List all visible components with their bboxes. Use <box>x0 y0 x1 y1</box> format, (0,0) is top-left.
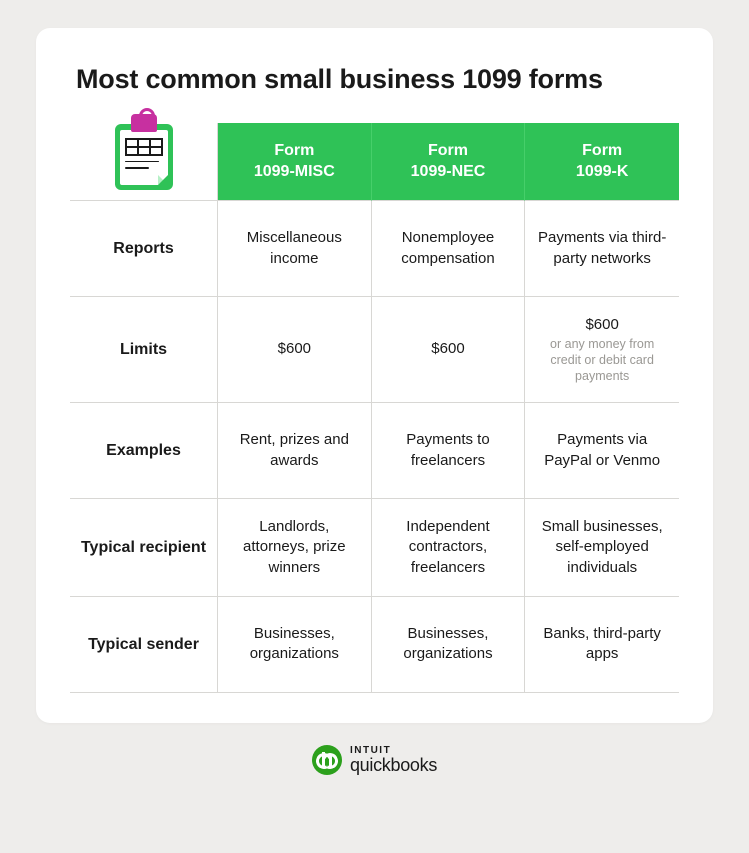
table-cell: Rent, prizes and awards <box>218 403 372 499</box>
cell-text: Businesses, organizations <box>382 624 515 665</box>
column-header-main: 1099-K <box>576 162 628 183</box>
table-cell: Payments via third-party networks <box>525 201 679 297</box>
cell-text: Nonemployee compensation <box>382 228 515 269</box>
cell-text: $600 <box>431 339 464 359</box>
logo-line2: quickbooks <box>350 756 437 774</box>
column-header-pre: Form <box>428 141 468 162</box>
cell-text: Miscellaneous income <box>228 228 361 269</box>
table-cell: Independent contractors, freelancers <box>372 499 526 597</box>
cell-text: Independent contractors, freelancers <box>382 517 515 578</box>
row-label-limits: Limits <box>70 297 218 403</box>
column-header-main: 1099-NEC <box>411 162 486 183</box>
infographic-card: Most common small business 1099 forms Fo… <box>36 28 713 723</box>
quickbooks-wordmark: INTUIT quickbooks <box>350 746 437 774</box>
quickbooks-mark-icon <box>312 745 342 775</box>
table-cell: Payments to freelancers <box>372 403 526 499</box>
table-cell: Landlords, attorneys, prize winners <box>218 499 372 597</box>
cell-text: Payments to freelancers <box>382 430 515 471</box>
cell-text: $600 <box>585 315 618 335</box>
table-cell: Small businesses, self-employed individu… <box>525 499 679 597</box>
table-cell: Businesses, organizations <box>218 597 372 693</box>
table-cell: Businesses, organizations <box>372 597 526 693</box>
clipboard-icon <box>111 112 177 190</box>
table-cell: Payments via PayPal or Venmo <box>525 403 679 499</box>
forms-table: Form 1099-MISC Form 1099-NEC Form 1099-K… <box>70 123 679 693</box>
table-cell: Banks, third-party apps <box>525 597 679 693</box>
cell-text: Payments via PayPal or Venmo <box>535 430 669 471</box>
cell-text: Payments via third-party networks <box>535 228 669 269</box>
table-cell: $600 or any money from credit or debit c… <box>525 297 679 403</box>
cell-text: Landlords, attorneys, prize winners <box>228 517 361 578</box>
column-header-pre: Form <box>582 141 622 162</box>
column-header-main: 1099-MISC <box>254 162 335 183</box>
row-label-reports: Reports <box>70 201 218 297</box>
cell-text: $600 <box>278 339 311 359</box>
table-cell: $600 <box>372 297 526 403</box>
table-cell: Nonemployee compensation <box>372 201 526 297</box>
table-cell: Miscellaneous income <box>218 201 372 297</box>
cell-text: Rent, prizes and awards <box>228 430 361 471</box>
column-header-1099-nec: Form 1099-NEC <box>372 123 526 201</box>
page-title: Most common small business 1099 forms <box>76 64 679 95</box>
cell-text: Small businesses, self-employed individu… <box>535 517 669 578</box>
column-header-pre: Form <box>274 141 314 162</box>
cell-text: Banks, third-party apps <box>535 624 669 665</box>
column-header-1099-misc: Form 1099-MISC <box>218 123 372 201</box>
column-header-1099-k: Form 1099-K <box>525 123 679 201</box>
footer-logo: INTUIT quickbooks <box>312 745 437 775</box>
table-cell: $600 <box>218 297 372 403</box>
row-label-typical-sender: Typical sender <box>70 597 218 693</box>
cell-subtext: or any money from credit or debit card p… <box>537 337 667 384</box>
row-label-examples: Examples <box>70 403 218 499</box>
cell-text: Businesses, organizations <box>228 624 361 665</box>
row-label-typical-recipient: Typical recipient <box>70 499 218 597</box>
clipboard-icon-cell <box>70 123 218 201</box>
